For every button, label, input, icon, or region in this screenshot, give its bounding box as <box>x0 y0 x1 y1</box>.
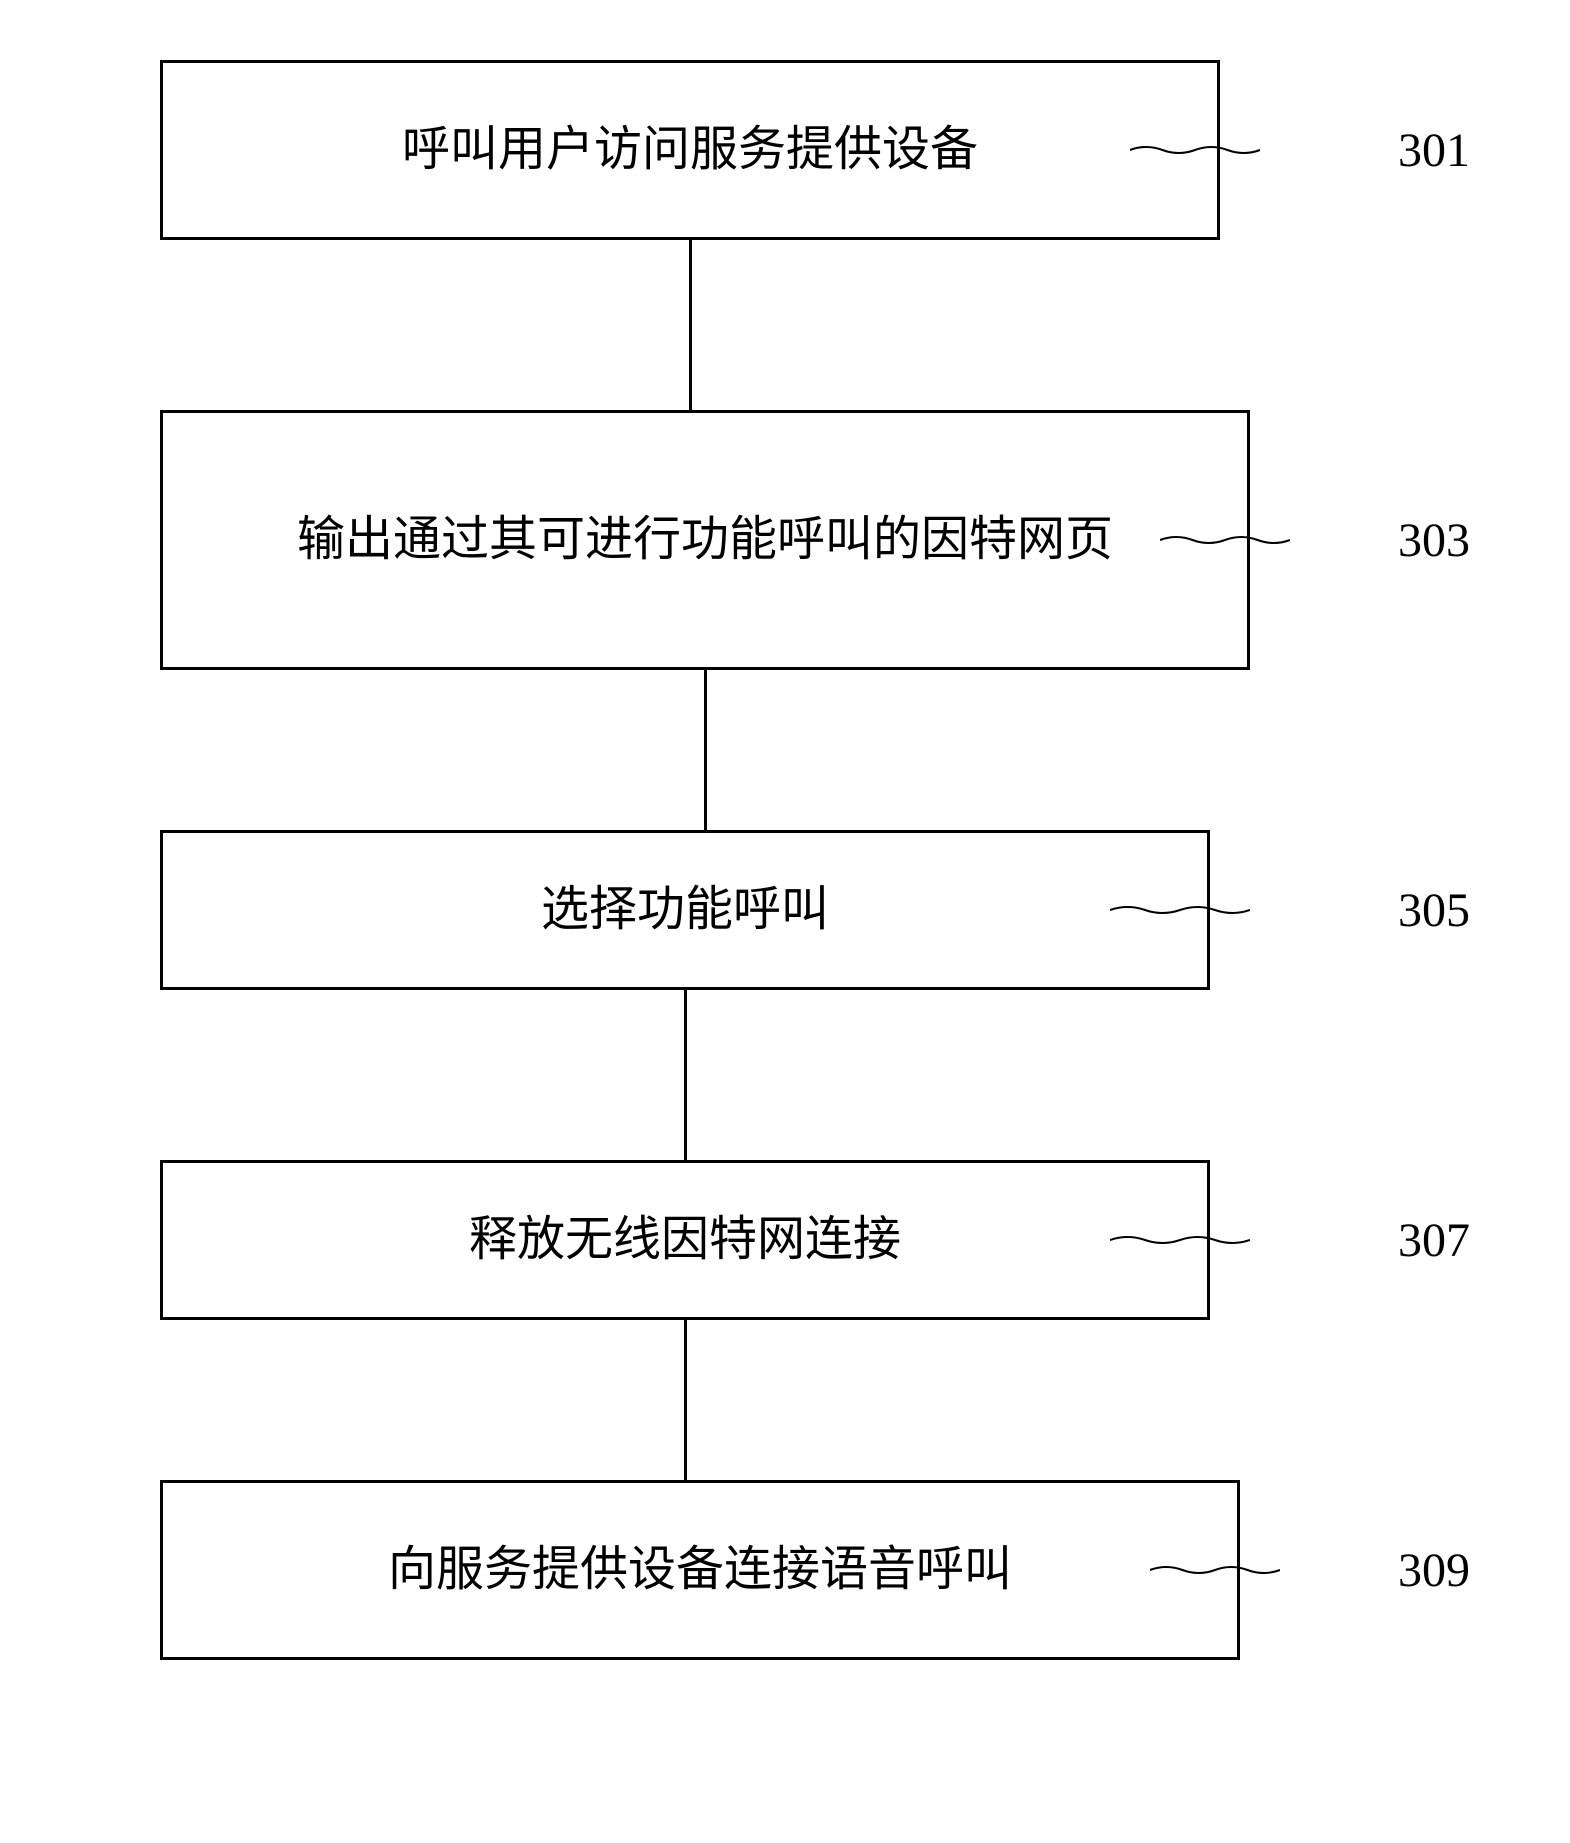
leader-line <box>1130 144 1260 147</box>
leader-line <box>1110 1234 1250 1237</box>
step-number: 305 <box>1398 883 1470 938</box>
node-label: 选择功能呼叫 <box>541 879 829 941</box>
flowchart-node: 选择功能呼叫 <box>160 830 1210 990</box>
flowchart-row: 向服务提供设备连接语音呼叫 309 <box>40 1480 1530 1660</box>
connector-line <box>704 670 707 830</box>
flowchart-row: 释放无线因特网连接 307 <box>40 1160 1530 1320</box>
flowchart-node: 向服务提供设备连接语音呼叫 <box>160 1480 1240 1660</box>
flowchart-row: 选择功能呼叫 305 <box>40 830 1530 990</box>
flowchart-node: 释放无线因特网连接 <box>160 1160 1210 1320</box>
node-label: 释放无线因特网连接 <box>469 1209 901 1271</box>
connector-line <box>689 240 692 410</box>
step-number: 309 <box>1398 1543 1470 1598</box>
node-label: 向服务提供设备连接语音呼叫 <box>388 1539 1012 1601</box>
connector-line <box>684 1320 687 1480</box>
step-number: 307 <box>1398 1213 1470 1268</box>
leader-line <box>1160 534 1290 537</box>
node-label: 输出通过其可进行功能呼叫的因特网页 <box>297 509 1113 571</box>
connector-line <box>684 990 687 1160</box>
node-label: 呼叫用户访问服务提供设备 <box>402 119 978 181</box>
flowchart-node: 输出通过其可进行功能呼叫的因特网页 <box>160 410 1250 670</box>
step-number: 301 <box>1398 123 1470 178</box>
flowchart-row: 输出通过其可进行功能呼叫的因特网页 303 <box>40 410 1530 670</box>
leader-line <box>1150 1564 1280 1567</box>
step-number: 303 <box>1398 513 1470 568</box>
flowchart-container: 呼叫用户访问服务提供设备 301 输出通过其可进行功能呼叫的因特网页 303 选择功能呼… <box>40 60 1530 1660</box>
flowchart-node: 呼叫用户访问服务提供设备 <box>160 60 1220 240</box>
flowchart-row: 呼叫用户访问服务提供设备 301 <box>40 60 1530 240</box>
leader-line <box>1110 904 1250 907</box>
